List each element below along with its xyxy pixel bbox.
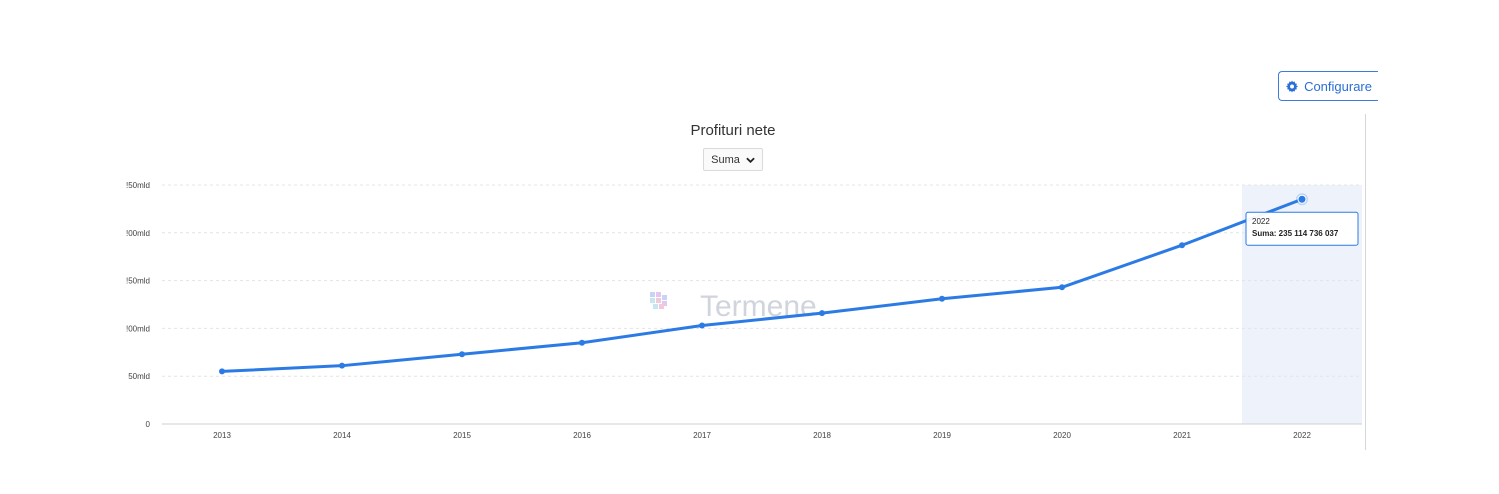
data-point: [339, 362, 345, 369]
x-tick-label: 2015: [453, 431, 471, 440]
value-type-select[interactable]: Suma: [703, 148, 763, 171]
watermark-logo-icon: [650, 292, 667, 309]
x-tick-label: 2013: [213, 431, 231, 440]
y-tick-label: 0: [146, 420, 151, 429]
y-tick-label: !50mld: [126, 181, 150, 190]
watermark-text: Termene: [700, 290, 817, 323]
data-point: [579, 339, 585, 346]
tooltip-value: Suma: 235 114 736 037: [1252, 229, 1339, 238]
watermark-logo-cell: [659, 304, 664, 309]
select-value: Suma: [711, 153, 740, 166]
y-tick-label: !50mld: [126, 277, 150, 286]
watermark-logo-cell: [656, 298, 661, 303]
data-point: [459, 351, 465, 358]
configure-label: Configurare: [1304, 78, 1372, 94]
x-tick-label: 2017: [693, 431, 711, 440]
chart-title: Profituri nete: [690, 122, 776, 139]
x-tick-label: 2016: [573, 431, 591, 440]
gear-icon: [1286, 79, 1299, 93]
watermark-logo-cell: [662, 295, 667, 300]
tooltip-year: 2022: [1252, 217, 1270, 226]
data-point: [1059, 284, 1065, 291]
x-tick-label: 2021: [1173, 431, 1191, 440]
chevron-down-icon: [746, 157, 755, 163]
tooltip-box: [1245, 211, 1359, 246]
watermark-logo-cell: [650, 298, 655, 303]
data-point: [939, 295, 945, 302]
data-point: [819, 310, 825, 317]
data-point: [219, 368, 225, 375]
x-tick-label: 2018: [813, 431, 831, 440]
watermark-logo-cell: [650, 292, 655, 297]
data-point: [1179, 242, 1185, 249]
y-tick-label: !00mld: [126, 229, 150, 238]
x-tick-label: 2014: [333, 431, 351, 440]
x-tick-label: 2019: [933, 431, 951, 440]
configure-button[interactable]: Configurare: [1278, 71, 1378, 101]
y-tick-label: !00mld: [126, 324, 150, 333]
y-tick-label: 50mld: [128, 372, 150, 381]
watermark-logo-cell: [656, 292, 661, 297]
x-tick-label: 2020: [1053, 431, 1071, 440]
series-line: [221, 197, 1303, 373]
data-point: [1297, 194, 1307, 204]
watermark-logo-cell: [662, 301, 667, 306]
x-tick-label: 2022: [1293, 431, 1311, 440]
watermark-logo-cell: [653, 304, 658, 309]
panel-border: [1365, 114, 1366, 450]
data-point: [699, 322, 705, 329]
